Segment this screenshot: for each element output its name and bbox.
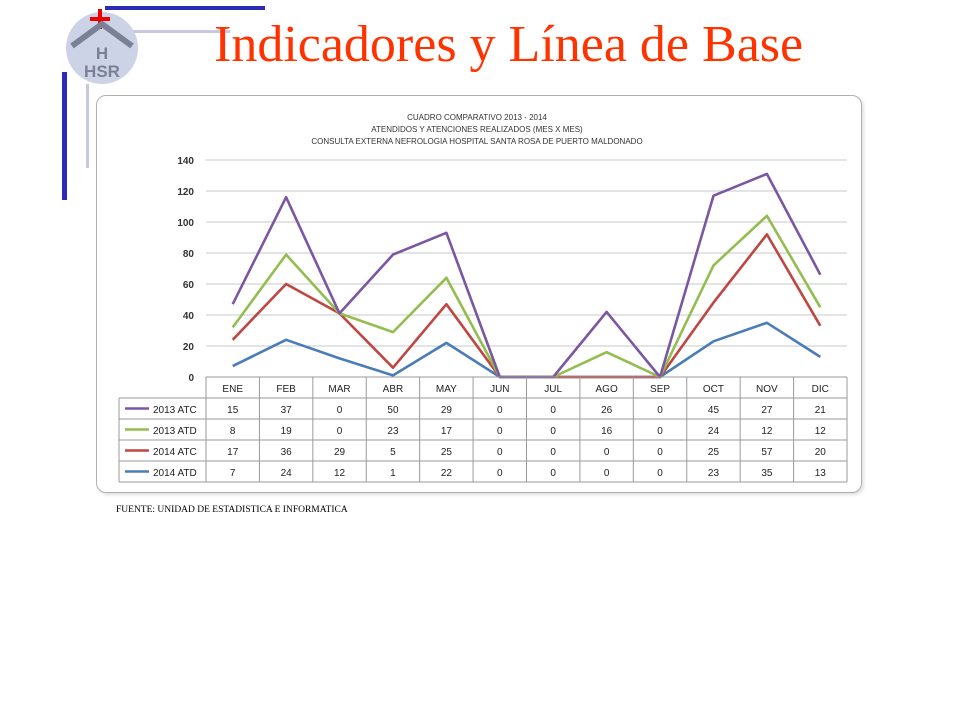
legend-label: 2014 ATD [153,468,197,479]
chart-title: CUADRO COMPARATIVO 2013 - 2014 [407,113,547,122]
data-label: 25 [708,447,720,458]
x-tick-label: AGO [596,384,618,395]
data-label: 35 [761,468,773,479]
deco-line-left [62,72,67,200]
data-label: 0 [550,405,556,416]
data-label: 1 [390,468,396,479]
data-label: 12 [761,426,773,437]
data-label: 37 [281,405,293,416]
data-label: 0 [550,426,556,437]
data-label: 0 [497,447,503,458]
data-label: 0 [657,447,663,458]
chart-subtitle-2: CONSULTA EXTERNA NEFROLOGIA HOSPITAL SAN… [311,137,642,146]
deco-line-top-inner [120,30,230,33]
data-label: 26 [601,405,613,416]
y-tick-label: 80 [183,249,195,260]
x-tick-label: DIC [812,384,829,395]
x-tick-label: ABR [383,384,404,395]
data-label: 20 [815,447,827,458]
data-label: 0 [604,447,610,458]
data-label: 17 [441,426,453,437]
y-tick-label: 140 [177,156,194,167]
data-label: 0 [550,447,556,458]
data-label: 0 [657,405,663,416]
data-label: 57 [761,447,773,458]
line-chart: CUADRO COMPARATIVO 2013 - 2014 ATENDIDOS … [118,113,848,483]
data-label: 7 [230,468,236,479]
data-label: 0 [497,405,503,416]
x-tick-label: JUN [490,384,509,395]
y-tick-label: 20 [183,342,195,353]
data-label: 50 [387,405,399,416]
x-tick-label: ENE [222,384,243,395]
x-tick-label: MAR [328,384,350,395]
x-tick-label: FEB [276,384,296,395]
deco-line-top [105,6,265,10]
hospital-logo: H HSR [66,9,138,84]
logo-text: HSR [84,62,120,81]
data-label: 27 [761,405,773,416]
data-label: 21 [815,405,827,416]
data-label: 0 [657,468,663,479]
data-label: 5 [390,447,396,458]
data-label: 23 [708,468,720,479]
slide-title: Indicadores y Línea de Base [214,16,804,73]
x-tick-label: MAY [436,384,457,395]
data-label: 0 [550,468,556,479]
x-tick-label: SEP [650,384,670,395]
data-label: 15 [227,405,239,416]
series-line-2013-atc [231,172,822,379]
chart-subtitle: ATENDIDOS Y ATENCIONES REALIZADOS (MES X… [371,125,583,134]
legend-label: 2014 ATC [153,447,197,458]
y-tick-label: 40 [183,311,195,322]
legend-label: 2013 ATD [153,426,197,437]
data-label: 0 [604,468,610,479]
x-tick-label: JUL [544,384,562,395]
data-label: 0 [497,468,503,479]
data-label: 0 [497,426,503,437]
series-line-2014-atc [231,233,822,379]
y-tick-label: 120 [177,187,194,198]
data-label: 16 [601,426,613,437]
data-label: 0 [657,426,663,437]
data-label: 23 [387,426,399,437]
data-label: 12 [334,468,346,479]
data-label: 13 [815,468,827,479]
y-tick-label: 0 [188,373,194,384]
data-label: 24 [708,426,720,437]
data-label: 24 [281,468,293,479]
series-line-2014-atd [232,321,821,379]
data-label: 17 [227,447,239,458]
data-label: 8 [230,426,236,437]
data-label: 12 [815,426,827,437]
svg-text:H: H [96,44,108,63]
y-tick-label: 60 [183,280,195,291]
data-label: 0 [337,405,343,416]
source-note: FUENTE: UNIDAD DE ESTADISTICA E INFORMAT… [116,505,348,515]
logo-cross-h [90,17,110,21]
chart-frame: CUADRO COMPARATIVO 2013 - 2014 ATENDIDOS … [96,95,862,493]
data-label: 45 [708,405,720,416]
x-tick-label: OCT [703,384,724,395]
data-label: 0 [337,426,343,437]
data-label: 19 [281,426,293,437]
deco-line-left-inner [86,84,89,168]
data-label: 29 [334,447,346,458]
data-label: 36 [281,447,293,458]
x-tick-label: NOV [756,384,778,395]
legend-label: 2013 ATC [153,405,197,416]
data-label: 25 [441,447,453,458]
data-label: 22 [441,468,453,479]
y-tick-label: 100 [177,218,194,229]
data-label: 29 [441,405,453,416]
